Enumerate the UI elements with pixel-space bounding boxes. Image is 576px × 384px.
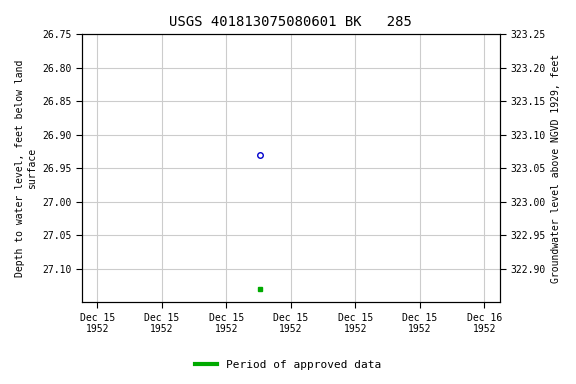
Legend: Period of approved data: Period of approved data [191,356,385,375]
Title: USGS 401813075080601 BK   285: USGS 401813075080601 BK 285 [169,15,412,29]
Y-axis label: Groundwater level above NGVD 1929, feet: Groundwater level above NGVD 1929, feet [551,54,561,283]
Y-axis label: Depth to water level, feet below land
surface: Depth to water level, feet below land su… [15,60,37,277]
